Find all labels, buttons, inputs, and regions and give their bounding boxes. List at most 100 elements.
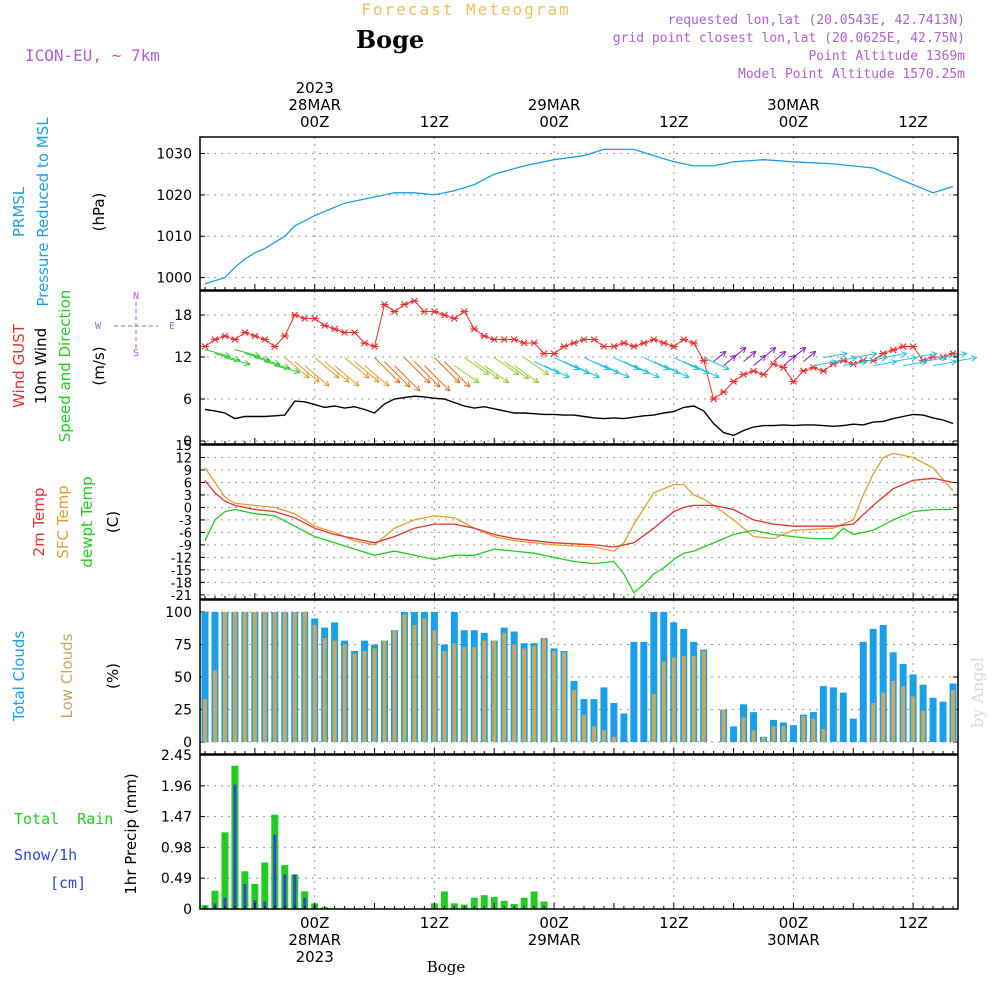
low-cloud-bar <box>781 726 786 742</box>
low-cloud-bar <box>552 651 557 742</box>
gust-point <box>420 308 429 315</box>
wind-arrow-shaft <box>334 365 360 387</box>
low-cloud-bar <box>232 612 237 742</box>
gust-point <box>639 339 648 347</box>
y-tick-label: 1020 <box>156 188 192 204</box>
gust-marker-d2 <box>570 339 578 347</box>
gust-point <box>530 339 539 347</box>
low-cloud-bar <box>242 612 247 742</box>
wind-arrow-shaft <box>364 365 390 387</box>
time-label: 12Z <box>420 113 449 131</box>
gust-point <box>889 346 898 354</box>
gust-marker-d2 <box>680 336 688 343</box>
requested-coords: requested lon,lat (20.0543E, 42.7413N) <box>668 13 965 28</box>
gust-point <box>510 336 519 343</box>
chart-title: Forecast Meteogram <box>361 0 570 19</box>
wind-arrow-head <box>492 377 499 380</box>
y-tick-label: 6 <box>184 476 192 491</box>
wind-label-1: Wind GUST <box>10 323 28 408</box>
wind-arrow <box>364 365 390 387</box>
gust-point <box>480 332 489 340</box>
wind-arrow-head <box>363 376 370 379</box>
wind-arrow-shaft <box>454 365 480 384</box>
gust-point <box>879 350 888 357</box>
gust-point <box>779 364 788 371</box>
gust-marker-d2 <box>450 315 458 322</box>
panel-pressure: 1000 1010 1020 1030 <box>156 137 958 290</box>
gust-point <box>470 325 479 333</box>
wind-arrow <box>483 365 510 384</box>
wind-arrow-shaft <box>583 357 610 370</box>
low-cloud-bar <box>581 714 586 742</box>
wind-arrow-head <box>769 346 776 350</box>
total-cloud-bar <box>590 699 598 742</box>
wind-arrow <box>763 346 777 358</box>
time-label: 00Z <box>779 113 808 131</box>
gust-marker-d2 <box>500 336 508 343</box>
sfc-temp-line <box>204 452 954 552</box>
wind-arrow-head <box>921 361 928 366</box>
time-label: 28MAR <box>288 931 341 949</box>
wind-arrow-head <box>313 380 320 383</box>
low-cloud-bar <box>412 625 417 742</box>
compass-e: E <box>169 321 175 332</box>
wind-arrow-shaft <box>424 365 451 392</box>
wind-arrow-head <box>739 346 746 350</box>
wind-arrow-shaft <box>374 357 401 384</box>
wind-arrow-shaft <box>533 361 560 374</box>
gust-point <box>200 343 209 350</box>
frame-pressure <box>199 136 959 291</box>
wind-arrow-head <box>453 380 460 384</box>
wind-arrow-head <box>779 350 786 354</box>
low-cloud-bar <box>741 717 746 742</box>
wind-arrow-head <box>799 346 806 350</box>
wind-arrow-shaft <box>853 352 877 359</box>
wind-arrow-head <box>723 351 727 358</box>
wind-arrow <box>354 361 380 383</box>
total-cloud-bar <box>630 641 638 742</box>
low-cloud-bar <box>671 657 676 742</box>
wind-arrow <box>663 365 690 379</box>
y-tick-label: -21 <box>171 589 192 604</box>
wind-arrow <box>932 359 958 367</box>
wind-arrow-shaft <box>563 361 590 374</box>
wind-arrow-shaft <box>394 365 421 392</box>
grid-point-coords: grid point closest lon,lat (20.0625E, 42… <box>613 31 965 46</box>
wind-unit: (m/s) <box>90 346 108 385</box>
dewpoint-line <box>204 508 953 594</box>
wind-arrow-shaft <box>543 365 570 378</box>
wind-arrow-shaft <box>513 365 540 384</box>
time-label: 28MAR <box>288 96 341 114</box>
wind-arrow-head <box>512 373 519 376</box>
low-cloud-bar <box>422 618 427 742</box>
time-label: 29MAR <box>528 96 581 114</box>
wind-arrow-head <box>376 376 380 383</box>
low-cloud-bar <box>801 716 806 742</box>
low-cloud-bar <box>452 643 457 742</box>
wind-arrow-shaft <box>913 352 937 359</box>
gust-marker-d2 <box>281 332 289 340</box>
wind-arrow-head <box>891 361 898 366</box>
wind-arrow-shaft <box>204 349 231 357</box>
rain-bar <box>251 883 259 909</box>
wind-arrow-shaft <box>434 357 461 384</box>
wind-arrow <box>563 361 590 375</box>
wind-arrow <box>903 359 928 367</box>
total-cloud-bar <box>859 641 867 742</box>
low-cloud-bar <box>532 645 537 742</box>
gust-marker-d2 <box>470 325 478 333</box>
wind-arrow-shaft <box>883 352 907 359</box>
wind-arrow-head <box>505 377 510 384</box>
temp-labels: 2m Temp SFC Temp dewpt Temp (C) <box>30 476 122 567</box>
low-cloud-bar <box>761 736 766 742</box>
wind-arrow-head <box>951 361 958 366</box>
wind-arrow-head <box>265 355 271 361</box>
y-tick-label: 0 <box>183 434 192 450</box>
wind-arrow <box>883 351 908 359</box>
low-cloud-bar <box>352 653 357 742</box>
wind-arrow <box>434 357 461 384</box>
low-cloud-bar <box>701 651 706 742</box>
wind-arrow-head <box>802 347 807 354</box>
low-cloud-bar <box>392 630 397 742</box>
gust-point <box>440 311 449 319</box>
